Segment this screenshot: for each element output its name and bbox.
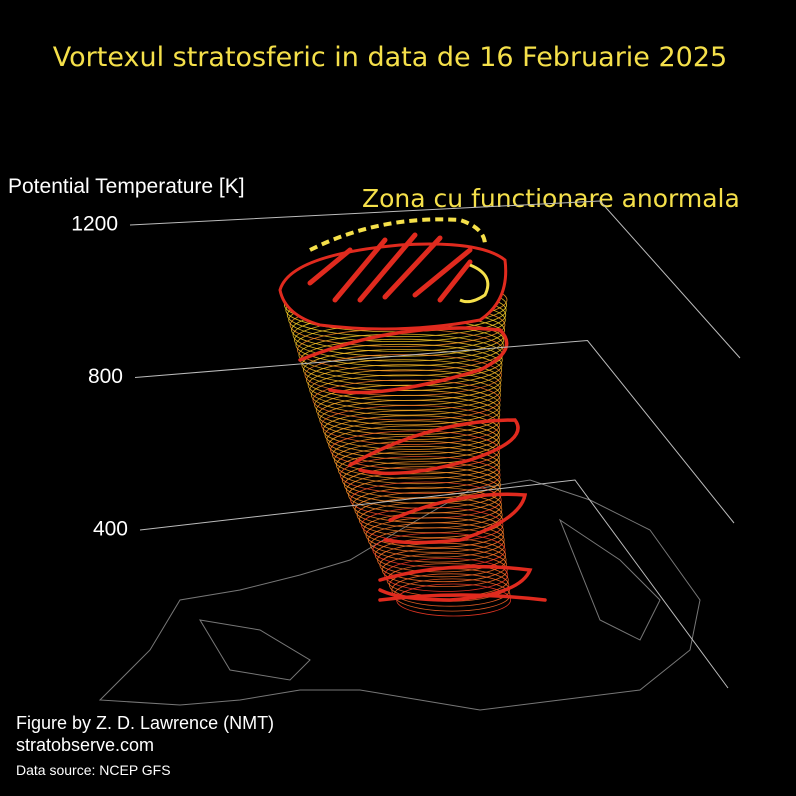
vortex-layer <box>321 405 500 445</box>
axis-label: Potential Temperature [K] <box>8 175 245 198</box>
vortex-layer <box>396 583 511 617</box>
top-cap <box>278 217 508 331</box>
vortex-layer <box>370 527 506 563</box>
vortex-layer <box>384 558 509 592</box>
vortex-layer <box>379 547 508 583</box>
z-tick-label: 1200 <box>71 213 118 236</box>
vortex-layer <box>328 425 500 465</box>
vortex-layer <box>301 343 503 387</box>
vortex-layer <box>322 410 500 450</box>
vortex-layer <box>367 522 505 558</box>
source: Data source: NCEP GFS <box>16 762 171 778</box>
vortex-layer <box>339 456 501 494</box>
vortex-layer <box>356 496 503 534</box>
vortex-layer <box>324 415 500 455</box>
credit: Figure by Z. D. Lawrence (NMT) <box>16 713 274 733</box>
vortex-layer <box>312 379 501 421</box>
chart-title: Vortexul stratosferic in data de 16 Febr… <box>53 42 727 73</box>
vortex-layer <box>309 369 502 411</box>
vortex-layer <box>381 553 508 588</box>
vortex-layer <box>317 394 501 436</box>
vortex-layer <box>365 517 505 553</box>
vortex-layer <box>310 374 501 416</box>
website: stratobserve.com <box>16 735 154 755</box>
red-spiral <box>298 326 547 602</box>
vortex-layer <box>315 389 501 431</box>
vortex-layer <box>314 384 501 426</box>
grid-plane <box>139 479 729 689</box>
vortex-layer <box>326 420 500 460</box>
vortex-layer <box>341 461 501 499</box>
vortex-layer <box>333 440 501 480</box>
z-tick-label: 400 <box>93 518 128 541</box>
z-tick-label: 800 <box>88 365 123 388</box>
vortex-layer <box>330 430 500 470</box>
grid-plane <box>129 200 741 359</box>
vortex-layer <box>363 512 504 548</box>
vortex-layer <box>335 445 501 485</box>
annotation: Zona cu functionare anormala <box>362 184 740 213</box>
map-outline <box>98 479 701 711</box>
grid-plane <box>134 339 735 524</box>
vortex-layer <box>374 537 507 573</box>
vortex-layer <box>343 466 501 504</box>
vortex-layer <box>337 450 501 489</box>
